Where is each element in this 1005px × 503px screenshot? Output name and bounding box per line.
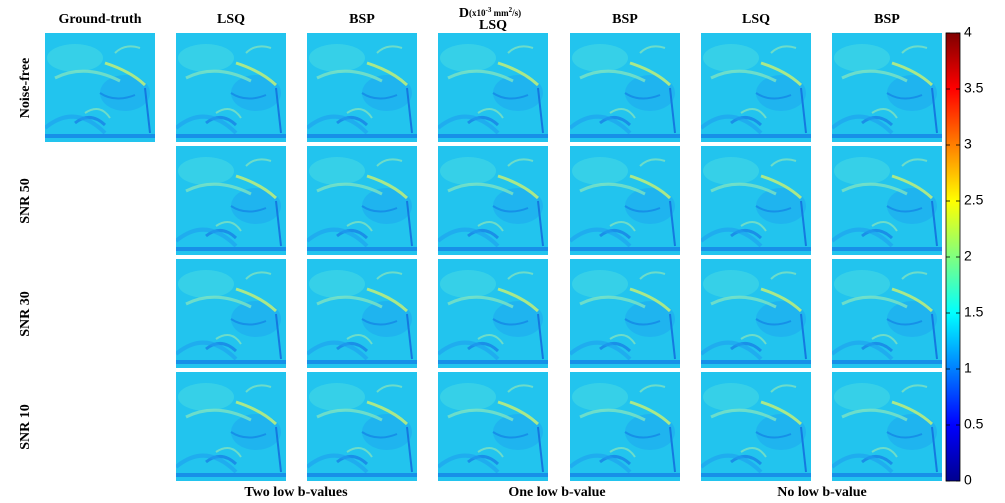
colorbar-tick-label: 0	[964, 472, 972, 488]
title-exponent: -3	[486, 6, 492, 14]
colorbar-tick-label: 2	[964, 248, 972, 264]
parameter-map	[438, 259, 548, 368]
parameter-map	[45, 33, 155, 142]
group-label: No low b-value	[777, 485, 866, 500]
colorbar-tick-label: 4	[964, 24, 972, 40]
column-header: LSQ	[479, 18, 507, 33]
parameter-map	[832, 33, 942, 142]
parameter-map	[570, 259, 680, 368]
parameter-map	[438, 146, 548, 255]
parameter-map	[832, 259, 942, 368]
column-header: LSQ	[217, 12, 245, 27]
parameter-map	[701, 259, 811, 368]
row-label: SNR 30	[18, 291, 33, 337]
title-unit: (x10	[469, 8, 486, 18]
colorbar-tick-label: 0.5	[964, 416, 984, 432]
row-label: Noise-free	[18, 58, 33, 118]
colorbar-tick-label: 1.5	[964, 304, 984, 320]
parameter-map	[307, 146, 417, 255]
parameter-map	[832, 146, 942, 255]
group-label: One low b-value	[508, 485, 605, 500]
parameter-map	[176, 33, 286, 142]
column-header: BSP	[874, 12, 900, 27]
title-exponent: 2	[509, 6, 513, 14]
title-unit: /s)	[511, 8, 521, 18]
parameter-map	[438, 33, 548, 142]
column-header: BSP	[349, 12, 375, 27]
parameter-map	[570, 372, 680, 481]
colorbar-tick-label: 3	[964, 136, 972, 152]
parameter-map	[176, 372, 286, 481]
parameter-map	[701, 33, 811, 142]
column-header: BSP	[612, 12, 638, 27]
parameter-map	[701, 372, 811, 481]
parameter-map	[307, 33, 417, 142]
row-label: SNR 50	[18, 178, 33, 224]
parameter-map	[307, 259, 417, 368]
parameter-map	[570, 146, 680, 255]
column-header: LSQ	[742, 12, 770, 27]
colorbar-tick-label: 1	[964, 360, 972, 376]
figure-title: D(x10-3 mm2/s)	[459, 6, 521, 22]
parameter-map	[701, 146, 811, 255]
colorbar-tick-label: 2.5	[964, 192, 984, 208]
parameter-map	[570, 33, 680, 142]
title-unit: mm	[491, 8, 509, 18]
column-header: Ground-truth	[59, 12, 142, 27]
parameter-map	[176, 146, 286, 255]
title-symbol: D	[459, 6, 469, 21]
group-label: Two low b-values	[244, 485, 348, 500]
parameter-map	[832, 372, 942, 481]
parameter-map	[438, 372, 548, 481]
parameter-map	[307, 372, 417, 481]
row-label: SNR 10	[18, 404, 33, 450]
colorbar-tick-label: 3.5	[964, 80, 984, 96]
parameter-map	[176, 259, 286, 368]
